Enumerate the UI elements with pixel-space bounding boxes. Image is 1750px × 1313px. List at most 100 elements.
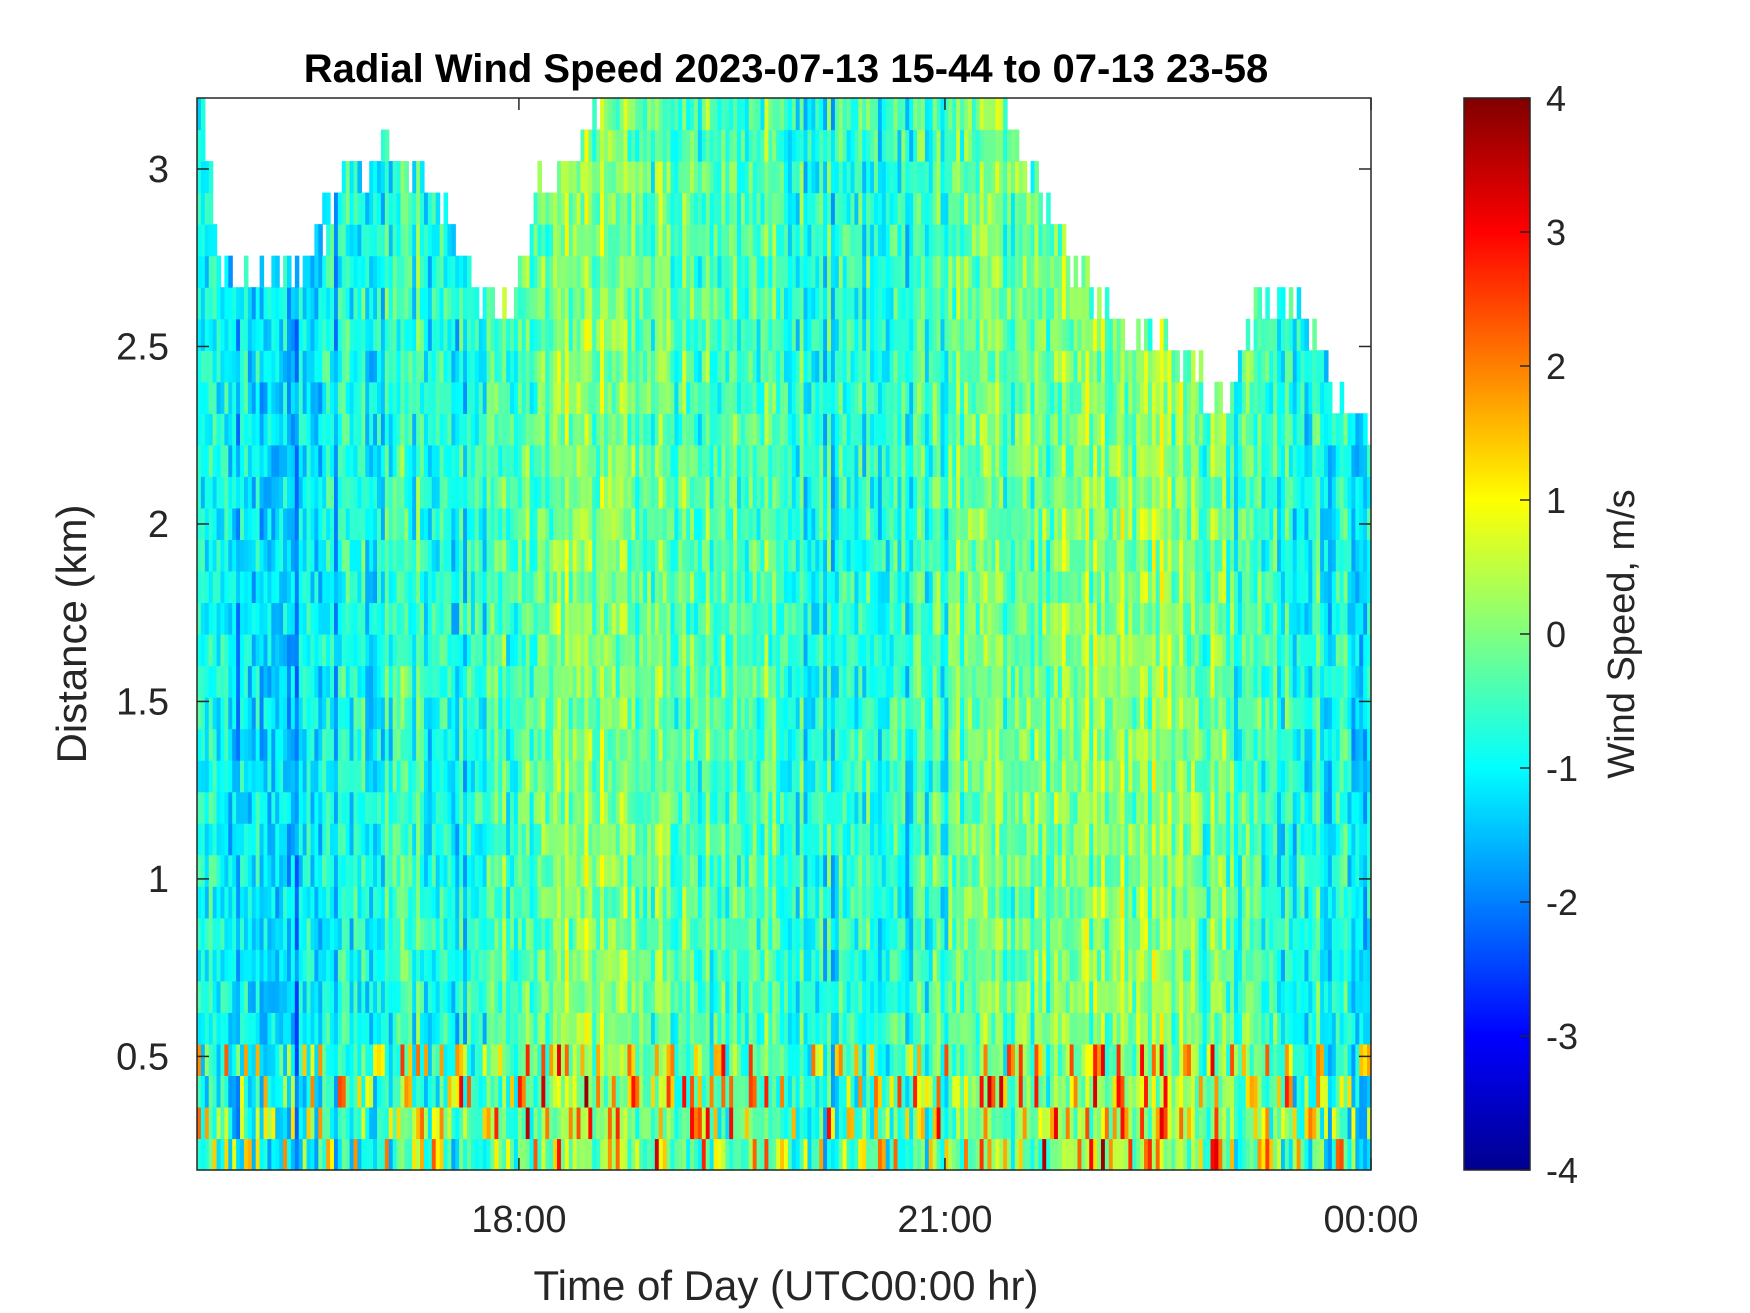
heatmap-cell	[361, 917, 366, 950]
heatmap-cell	[631, 1106, 636, 1140]
heatmap-cell	[568, 444, 574, 477]
heatmap-cell	[611, 1012, 617, 1045]
heatmap-cell	[748, 1043, 754, 1077]
heatmap-cell	[627, 98, 632, 131]
heatmap-cell	[228, 255, 233, 288]
heatmap-cell	[572, 697, 578, 730]
heatmap-cell	[490, 854, 496, 887]
heatmap-cell	[443, 760, 449, 793]
heatmap-cell	[388, 224, 394, 257]
heatmap-cell	[200, 823, 206, 856]
heatmap-cell	[525, 917, 531, 950]
heatmap-cell	[764, 665, 769, 698]
heatmap-cell	[404, 350, 409, 383]
heatmap-cell	[607, 854, 613, 887]
heatmap-cell	[482, 444, 488, 477]
heatmap-cell	[697, 760, 703, 793]
heatmap-cell	[709, 1012, 715, 1045]
heatmap-cell	[756, 1138, 762, 1171]
heatmap-cell	[787, 634, 793, 667]
heatmap-cell	[631, 697, 636, 730]
heatmap-cell	[439, 1075, 445, 1108]
heatmap-cell	[701, 539, 707, 572]
heatmap-cell	[635, 823, 640, 856]
heatmap-cell	[795, 1075, 801, 1108]
heatmap-cell	[580, 570, 586, 604]
heatmap-cell	[776, 697, 781, 730]
heatmap-cell	[463, 255, 468, 288]
heatmap-cell	[717, 917, 722, 950]
heatmap-cell	[654, 192, 660, 225]
heatmap-cell	[263, 949, 269, 982]
heatmap-cell	[627, 602, 632, 635]
heatmap-cell	[474, 886, 480, 919]
heatmap-cell	[721, 255, 726, 288]
heatmap-cell	[482, 634, 488, 667]
heatmap-cell	[529, 413, 535, 446]
heatmap-cell	[717, 760, 722, 793]
heatmap-column	[279, 287, 284, 1171]
heatmap-cell	[529, 728, 535, 761]
heatmap-cell	[545, 507, 550, 541]
heatmap-cell	[290, 1043, 296, 1077]
heatmap-cell	[251, 476, 257, 509]
heatmap-cell	[459, 1012, 464, 1045]
heatmap-cell	[287, 697, 292, 730]
heatmap-column	[443, 192, 449, 1171]
heatmap-cell	[772, 602, 777, 635]
heatmap-cell	[721, 1075, 726, 1108]
heatmap-cell	[791, 854, 797, 887]
heatmap-cell	[502, 476, 507, 509]
heatmap-cell	[744, 570, 750, 604]
heatmap-cell	[416, 570, 421, 604]
heatmap-cell	[361, 980, 366, 1013]
heatmap-cell	[701, 413, 707, 446]
heatmap-cell	[776, 980, 781, 1013]
heatmap-cell	[388, 697, 394, 730]
heatmap-cell	[506, 507, 511, 541]
heatmap-cell	[584, 949, 589, 982]
heatmap-cell	[506, 980, 511, 1013]
heatmap-cell	[701, 697, 707, 730]
heatmap-cell	[541, 823, 546, 856]
heatmap-cell	[525, 1012, 531, 1045]
heatmap-cell	[404, 1106, 409, 1140]
heatmap-cell	[275, 318, 280, 351]
heatmap-cell	[396, 886, 402, 919]
heatmap-cell	[603, 728, 609, 761]
heatmap-cell	[447, 539, 452, 572]
heatmap-cell	[760, 791, 766, 824]
heatmap-cell	[737, 1012, 742, 1045]
heatmap-cell	[306, 791, 312, 824]
heatmap-cell	[388, 476, 394, 509]
heatmap-cell	[623, 255, 629, 288]
heatmap-cell	[259, 444, 265, 477]
heatmap-cell	[310, 949, 315, 982]
heatmap-cell	[725, 1043, 730, 1077]
heatmap-cell	[510, 1138, 515, 1171]
heatmap-cell	[721, 760, 726, 793]
heatmap-cell	[302, 413, 308, 446]
heatmap-cell	[416, 980, 421, 1013]
heatmap-cell	[259, 634, 265, 667]
heatmap-cell	[748, 570, 754, 604]
heatmap-cell	[545, 224, 550, 257]
heatmap-cell	[502, 854, 507, 887]
heatmap-cell	[243, 634, 249, 667]
heatmap-cell	[451, 224, 456, 257]
heatmap-cell	[326, 886, 331, 919]
heatmap-cell	[780, 1012, 785, 1045]
heatmap-cell	[259, 665, 265, 698]
heatmap-cell	[787, 949, 793, 982]
heatmap-cell	[463, 1075, 468, 1108]
heatmap-cell	[744, 980, 750, 1013]
heatmap-cell	[557, 949, 562, 982]
heatmap-cell	[232, 602, 237, 635]
heatmap-cell	[447, 413, 452, 446]
heatmap-cell	[666, 949, 672, 982]
heatmap-cell	[725, 318, 730, 351]
heatmap-cell	[247, 1138, 253, 1171]
heatmap-cell	[357, 192, 362, 225]
heatmap-cell	[584, 350, 589, 383]
heatmap-cell	[283, 1043, 288, 1077]
